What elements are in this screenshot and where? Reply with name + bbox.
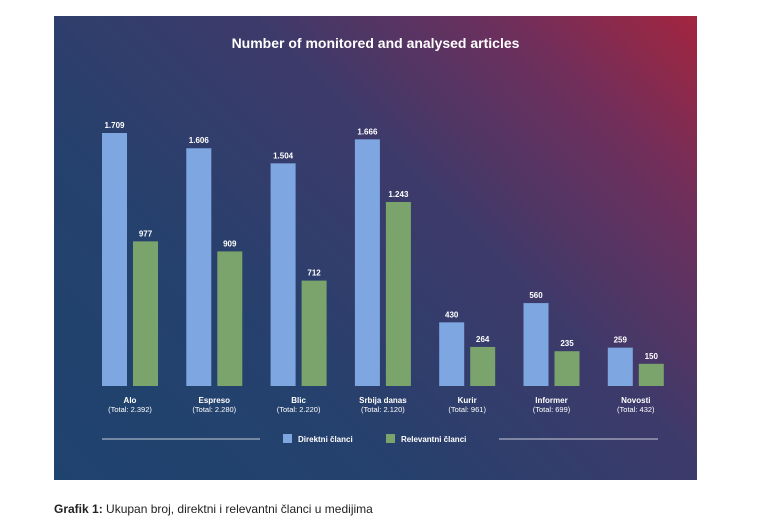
category-label-2: Blic [291,396,306,405]
data-label-direct-3: 1.666 [357,127,378,136]
bar-direct-1 [186,148,212,386]
data-label-relevant-5: 235 [560,339,574,348]
bar-direct-5 [523,303,549,386]
chart-title: Number of monitored and analysed article… [231,35,520,51]
data-label-direct-1: 1.606 [189,136,210,145]
chart-panel: Number of monitored and analysed article… [54,16,697,480]
category-total-0: (Total: 2.392) [108,405,152,414]
legend-swatch-direct [283,434,292,443]
legend-label-relevant: Relevantni članci [401,435,466,444]
data-label-direct-5: 560 [529,291,543,300]
category-total-1: (Total: 2.280) [192,405,236,414]
bar-relevant-0 [133,241,158,386]
category-total-4: (Total: 961) [448,405,486,414]
bar-direct-4 [439,322,465,386]
bar-chart: 1.709 977 Alo(Total: 2.392) 1.606 909 Espreso… [102,121,664,444]
category-total-5: (Total: 699) [533,405,571,414]
legend-label-direct: Direktni članci [298,435,353,444]
caption-text: Ukupan broj, direktni i relevantni članc… [106,502,373,516]
category-total-3: (Total: 2.120) [361,405,405,414]
data-label-relevant-3: 1.243 [388,190,409,199]
legend-swatch-relevant [386,434,395,443]
data-label-direct-4: 430 [445,310,459,319]
figure-caption: Grafik 1: Ukupan broj, direktni i releva… [54,502,373,516]
category-label-5: Informer [535,396,567,405]
category-label-6: Novosti [621,396,650,405]
bar-direct-2 [270,163,296,386]
data-label-relevant-1: 909 [223,239,237,248]
bar-relevant-1 [217,251,243,386]
caption-label: Grafik 1: [54,502,103,516]
category-total-2: (Total: 2.220) [277,405,321,414]
data-label-relevant-6: 150 [645,352,659,361]
data-label-relevant-0: 977 [139,229,153,238]
category-label-0: Alo [124,396,137,405]
data-label-direct-0: 1.709 [104,121,125,130]
bar-relevant-5 [554,351,580,386]
category-total-6: (Total: 432) [617,405,655,414]
bar-relevant-2 [301,280,327,386]
data-label-relevant-2: 712 [307,269,321,278]
category-label-4: Kurir [458,396,477,405]
category-label-1: Espreso [199,396,231,405]
data-label-relevant-4: 264 [476,335,490,344]
bar-direct-0 [102,133,127,386]
bar-direct-6 [607,347,633,386]
bar-relevant-6 [638,363,664,386]
category-label-3: Srbija danas [359,396,407,405]
bar-direct-3 [354,139,380,386]
bar-relevant-4 [470,346,496,386]
bar-relevant-3 [385,201,411,386]
data-label-direct-2: 1.504 [273,151,294,160]
data-label-direct-6: 259 [614,336,628,345]
